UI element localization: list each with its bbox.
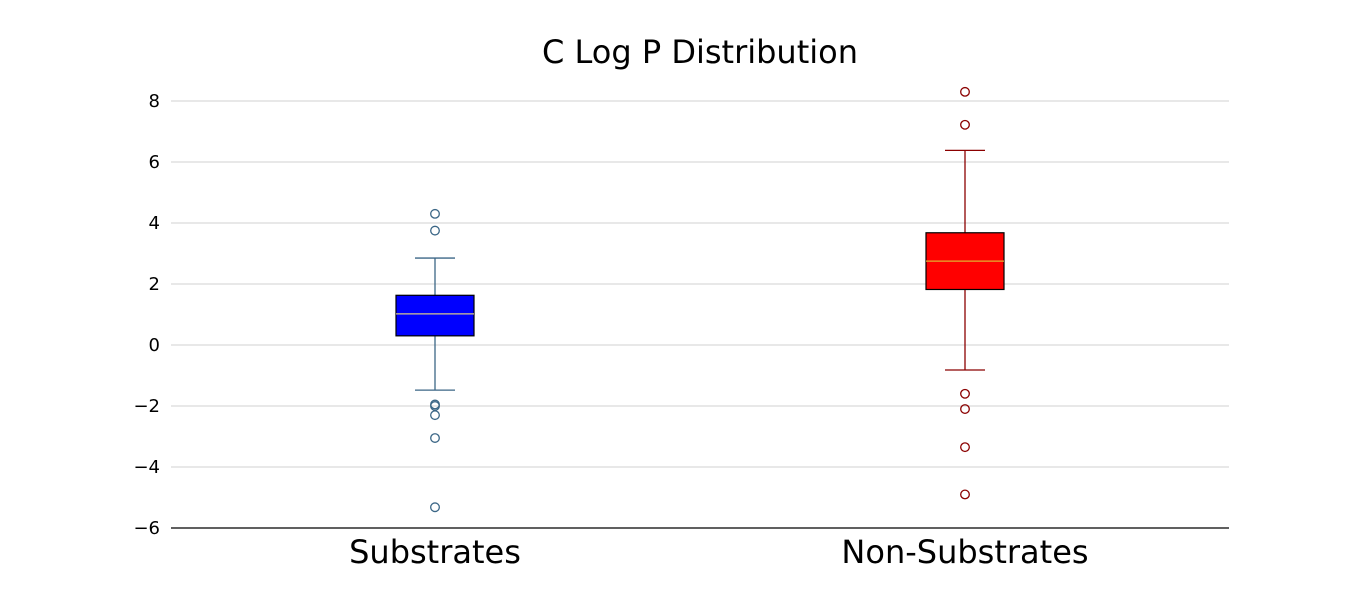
outlier-point [960,489,970,500]
outlier-point [960,119,970,130]
y-axis: −6 −4 −2 0 2 4 6 8 [133,91,160,539]
y-tick-label: 4 [149,213,160,234]
box-substrates [395,208,475,513]
outlier-point [430,502,440,513]
boxes [395,86,1005,513]
x-axis-labels: Substrates Non-Substrates [349,533,1088,571]
outlier-point [960,388,970,399]
outlier-point [960,86,970,97]
y-tick-label: 6 [149,152,160,173]
outlier-point [960,442,970,453]
outlier-point [960,404,970,415]
y-tick-label: −2 [133,396,160,417]
outlier-point [430,433,440,443]
y-tick-label: 8 [149,91,160,112]
y-tick-label: −4 [133,457,160,478]
x-tick-label: Non-Substrates [841,533,1088,571]
y-tick-label: −6 [133,518,160,539]
outlier-point [430,225,440,236]
grid-lines [171,100,1229,468]
iqr-box [395,294,475,337]
y-tick-label: 0 [149,335,160,356]
outlier-point [430,410,440,421]
outlier-point [430,208,440,219]
box-non-substrates [925,86,1005,500]
chart-title: C Log P Distribution [542,33,858,71]
x-tick-label: Substrates [349,533,521,571]
y-tick-label: 2 [149,274,160,295]
